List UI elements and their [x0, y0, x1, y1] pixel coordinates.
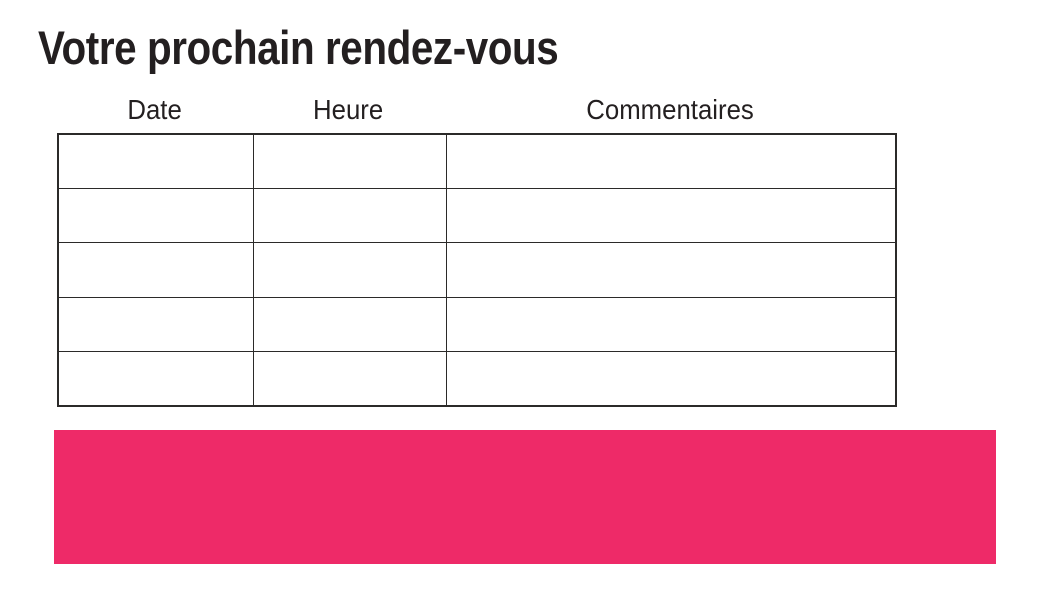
- table-cell: [252, 296, 447, 352]
- table-row: [57, 188, 897, 244]
- table-row: [57, 296, 897, 352]
- column-header-commentaires: Commentaires: [586, 94, 754, 125]
- table-cell: [57, 188, 254, 244]
- table-header-row: Date Heure Commentaires: [57, 93, 895, 127]
- table-cell: [57, 296, 254, 352]
- table-cell: [252, 350, 447, 407]
- table-row: [57, 350, 897, 407]
- table-cell: [445, 296, 897, 352]
- table-cell: [57, 350, 254, 407]
- column-header-date: Date: [127, 94, 182, 125]
- appointment-table: [57, 133, 897, 407]
- table-cell: [445, 133, 897, 190]
- table-cell: [445, 242, 897, 298]
- table-row: [57, 242, 897, 298]
- pink-banner: [54, 430, 996, 564]
- table-cell: [445, 188, 897, 244]
- table-cell: [57, 133, 254, 190]
- page-title: Votre prochain rendez-vous: [38, 21, 559, 74]
- table-cell: [252, 188, 447, 244]
- table-row: [57, 133, 897, 190]
- table-cell: [252, 133, 447, 190]
- table-cell: [57, 242, 254, 298]
- column-header-heure: Heure: [313, 94, 384, 125]
- table-cell: [445, 350, 897, 407]
- table-cell: [252, 242, 447, 298]
